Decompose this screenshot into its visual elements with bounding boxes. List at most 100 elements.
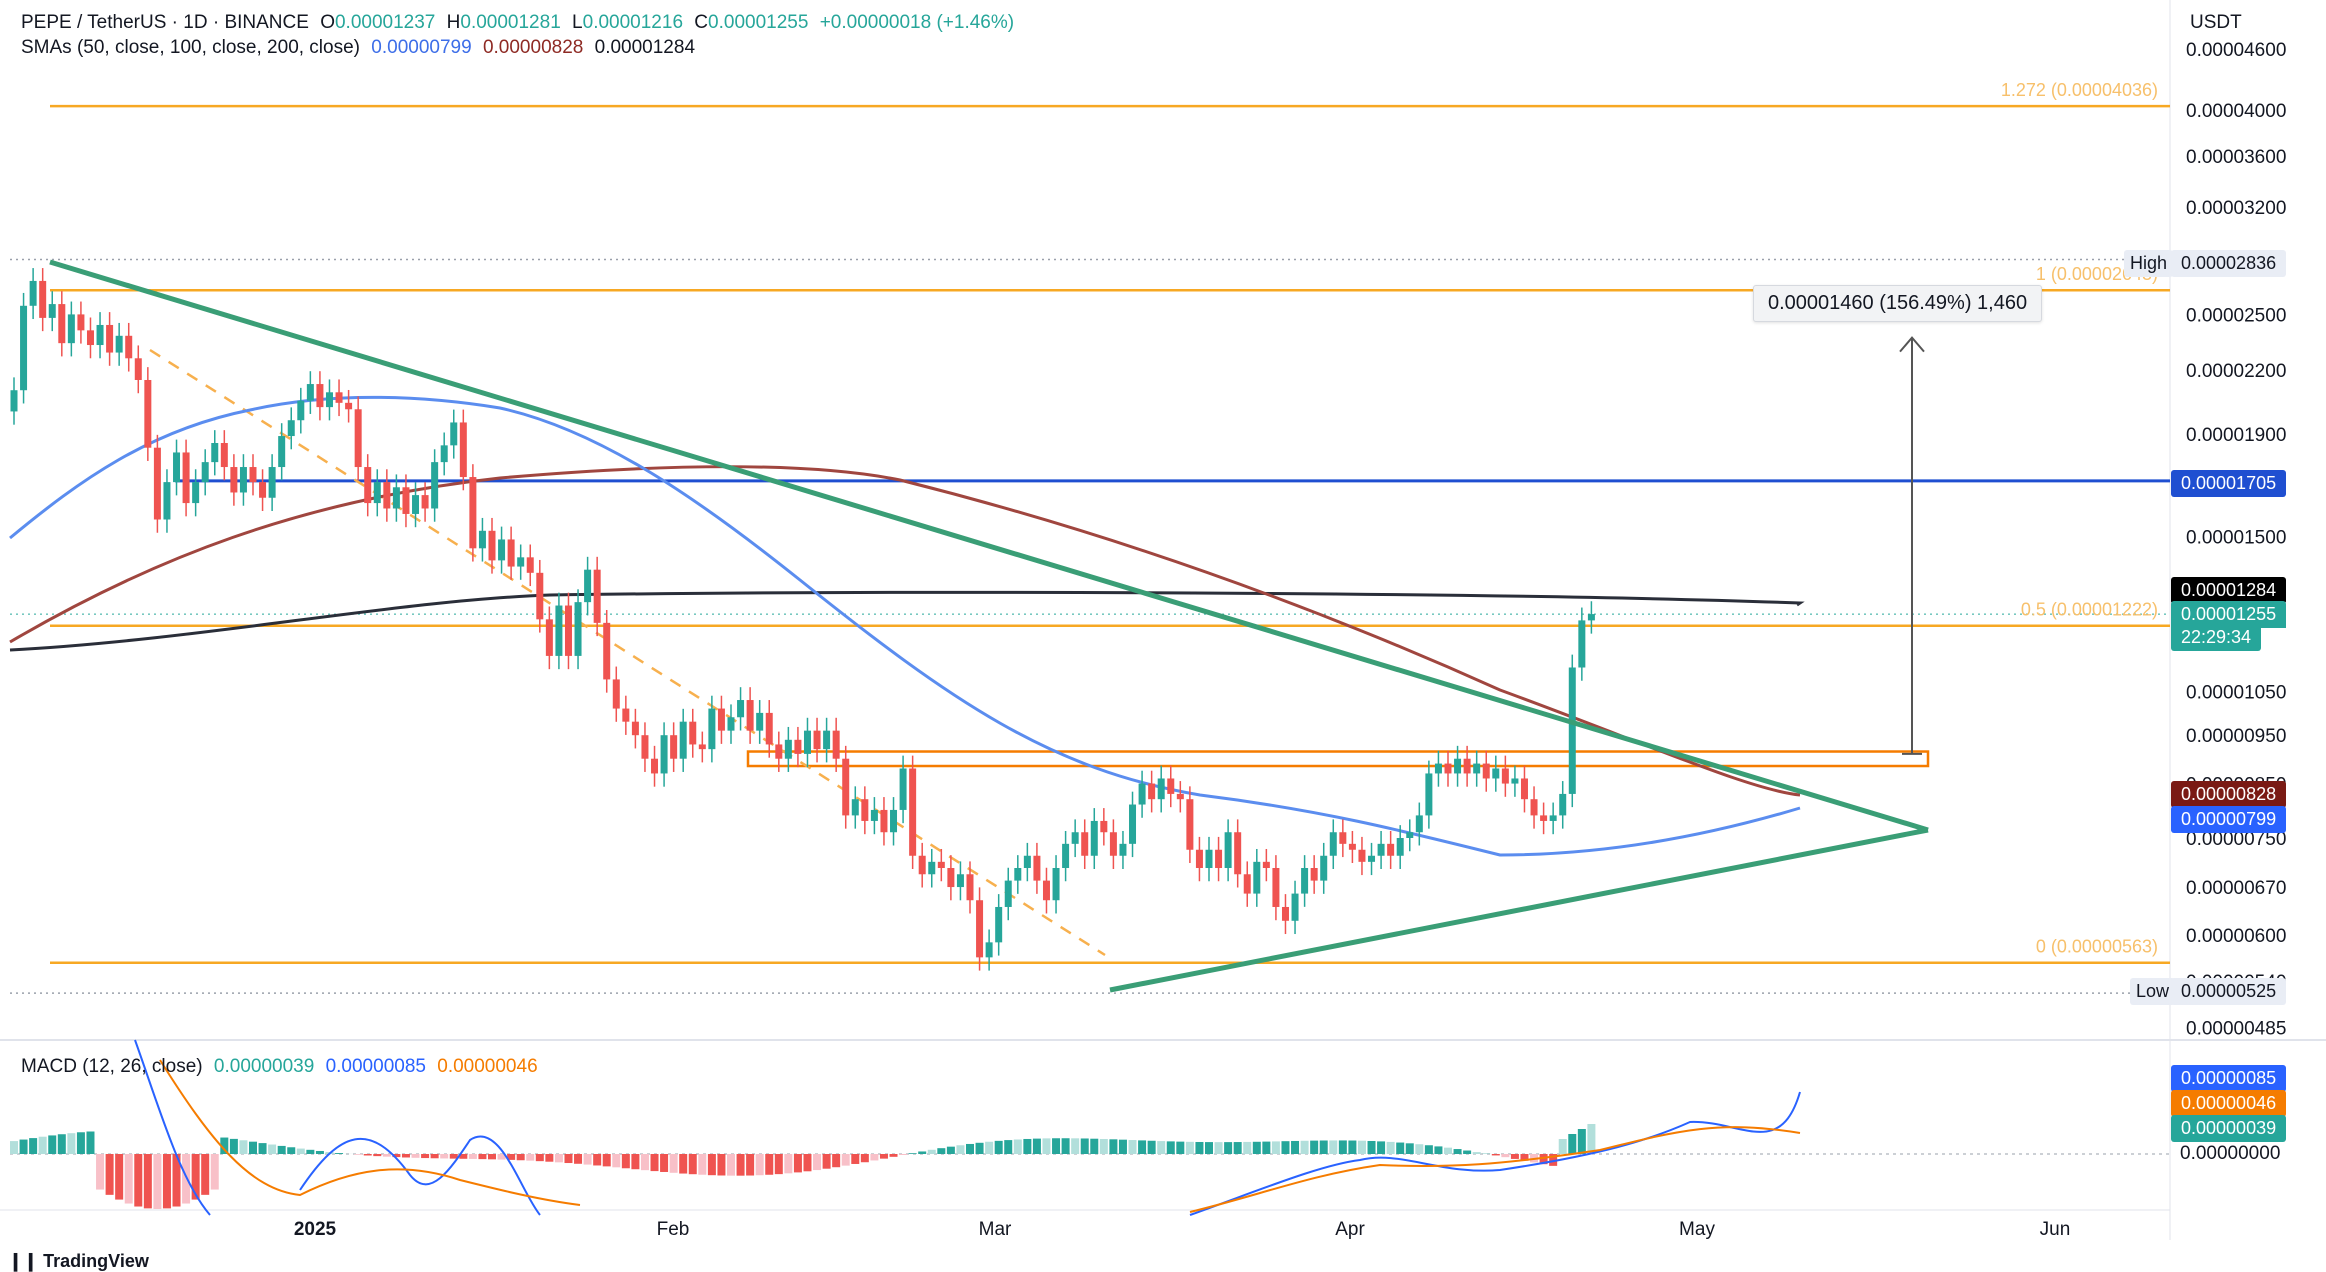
candle-body xyxy=(756,713,763,731)
macd-histogram-bar xyxy=(1406,1143,1414,1154)
candle-body xyxy=(269,467,276,498)
y-tick-label: 0.00004000 xyxy=(2186,101,2286,122)
candle-body xyxy=(766,713,773,745)
macd-histogram-bar xyxy=(1224,1142,1232,1154)
fib-level-label: 0.5 (0.00001222) xyxy=(2021,600,2158,620)
candle-body xyxy=(1492,768,1499,778)
macd-histogram-bar xyxy=(106,1154,114,1195)
low-label-tag: Low xyxy=(2130,978,2175,1005)
macd-histogram-bar xyxy=(803,1154,811,1171)
candle-body xyxy=(1349,844,1356,850)
macd-histogram-bar xyxy=(1281,1141,1289,1154)
macd-histogram-bar xyxy=(756,1154,764,1175)
y-tick-label: 0.00001500 xyxy=(2186,528,2286,549)
countdown-tag: 22:29:34 xyxy=(2171,624,2261,651)
candle-body xyxy=(1024,856,1031,868)
macd-histogram-bar xyxy=(1243,1142,1251,1154)
macd-histogram-bar xyxy=(727,1154,735,1176)
candle-body xyxy=(1053,868,1060,900)
candle-body xyxy=(1378,844,1385,856)
macd-histogram-bar xyxy=(737,1154,745,1176)
macd-histogram-bar xyxy=(1167,1141,1175,1154)
candle-body xyxy=(1301,868,1308,894)
macd-histogram-bar xyxy=(928,1150,936,1154)
macd-legend[interactable]: MACD (12, 26, close) 0.00000039 0.000000… xyxy=(21,1056,544,1078)
candle-body xyxy=(1445,764,1452,774)
open-value: 0.00001237 xyxy=(335,12,435,33)
currency-label[interactable]: USDT xyxy=(2190,12,2242,34)
macd-histogram-bar xyxy=(402,1154,410,1157)
candle-body xyxy=(1483,764,1490,779)
high-label: H xyxy=(447,12,461,33)
candle-body xyxy=(240,467,247,492)
macd-histogram-bar xyxy=(354,1154,362,1155)
candle-body xyxy=(173,452,180,482)
macd-histogram-bar xyxy=(1568,1134,1576,1154)
macd-histogram-bar xyxy=(1492,1154,1500,1155)
macd-histogram-bar xyxy=(48,1135,56,1154)
candle-body xyxy=(39,281,46,318)
candle-body xyxy=(1435,764,1442,774)
candle-body xyxy=(489,531,496,561)
candle-body xyxy=(814,731,821,750)
fib-level-label: 0 (0.00000563) xyxy=(2036,937,2158,957)
close-label: C xyxy=(694,12,708,33)
candle-body xyxy=(1215,850,1222,868)
candle-body xyxy=(1263,862,1270,868)
candle-body xyxy=(1119,844,1126,856)
candle-body xyxy=(1253,862,1260,894)
candle-body xyxy=(183,452,190,503)
macd-histogram-bar xyxy=(861,1154,869,1162)
macd-histogram-bar xyxy=(268,1145,276,1154)
macd-histogram-bar xyxy=(373,1154,381,1156)
y-tick-label: 0.00000670 xyxy=(2186,878,2286,899)
candle-body xyxy=(230,467,237,492)
macd-histogram-bar xyxy=(1176,1142,1184,1154)
measure-tooltip[interactable]: 0.00001460 (156.49%) 1,460 xyxy=(1753,285,2042,322)
candle-body xyxy=(575,602,582,656)
macd-histogram-bar xyxy=(890,1154,898,1157)
tradingview-logo[interactable]: ❙❙ TradingView xyxy=(8,1251,149,1272)
macd-histogram-bar xyxy=(794,1154,802,1172)
macd-histogram-bar xyxy=(469,1154,477,1159)
macd-histogram-bar xyxy=(1329,1140,1337,1154)
macd-histogram-bar xyxy=(1320,1140,1328,1154)
sma50-value: 0.00000799 xyxy=(371,37,471,58)
candle-body xyxy=(307,384,314,401)
candle-body xyxy=(919,856,926,875)
macd-histogram-bar xyxy=(239,1140,247,1154)
candle-body xyxy=(747,700,754,731)
macd-histogram-bar xyxy=(698,1154,706,1175)
macd-histogram-bar xyxy=(1377,1141,1385,1154)
candle-body xyxy=(1358,850,1365,862)
candle-body xyxy=(785,740,792,759)
candle-body xyxy=(1502,768,1509,783)
candle-body xyxy=(1416,815,1423,832)
low-value-tag: 0.00000525 xyxy=(2171,978,2286,1005)
candle-body xyxy=(536,573,543,620)
candle-body xyxy=(1043,881,1050,901)
sma-legend[interactable]: SMAs (50, close, 100, close, 200, close)… xyxy=(21,37,701,59)
low-value: 0.00001216 xyxy=(583,12,683,33)
macd-histogram-bar xyxy=(1262,1142,1270,1154)
candle-body xyxy=(1588,614,1595,620)
macd-histogram-bar xyxy=(1234,1142,1242,1154)
macd-histogram-bar xyxy=(297,1149,305,1154)
candle-body xyxy=(909,768,916,855)
macd-histogram-bar xyxy=(1119,1140,1127,1154)
candle-body xyxy=(976,900,983,957)
symbol-title[interactable]: PEPE / TetherUS · 1D · BINANCE xyxy=(21,12,309,33)
macd-histogram-bar xyxy=(517,1154,525,1160)
candle-body xyxy=(469,477,476,548)
macd-line-value: 0.00000085 xyxy=(326,1056,426,1077)
macd-signal-tag: 0.00000046 xyxy=(2171,1090,2286,1117)
candle-body xyxy=(1110,832,1117,856)
macd-histogram-bar xyxy=(1444,1148,1452,1154)
candle-body xyxy=(20,306,27,390)
macd-histogram-bar xyxy=(125,1154,133,1204)
macd-histogram-bar xyxy=(115,1154,123,1200)
macd-histogram-bar xyxy=(660,1154,668,1172)
candle-body xyxy=(833,731,840,759)
sma200-value: 0.00001284 xyxy=(595,37,695,58)
y-tick-label: 0.00004600 xyxy=(2186,40,2286,61)
